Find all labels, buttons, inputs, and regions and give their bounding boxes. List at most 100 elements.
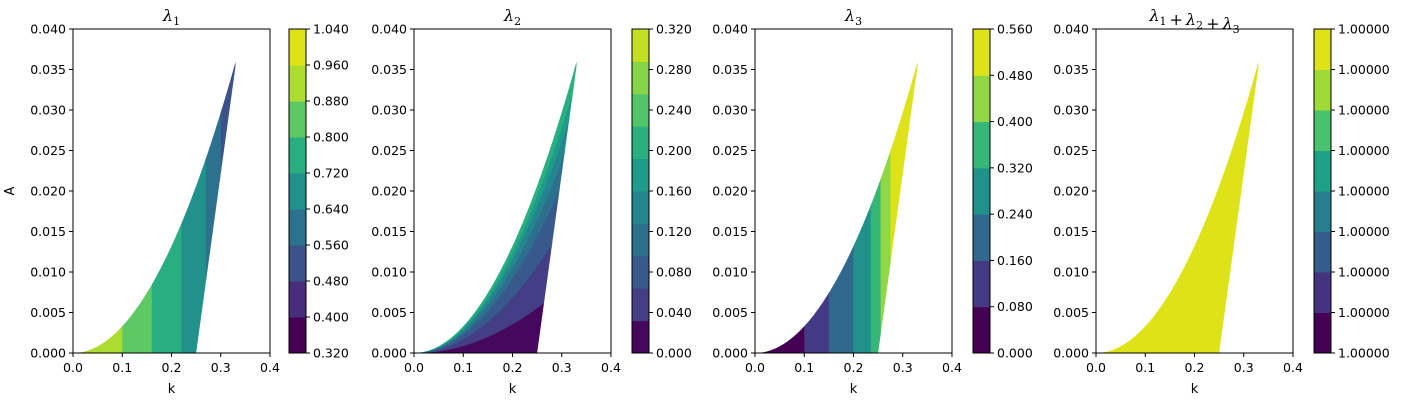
colorbar-segment <box>1314 191 1331 232</box>
panel-lambda1: 0.0 0.1 0.2 0.3 0.4 0.000 0.005 0.010 0.015 0.020… <box>3 6 349 397</box>
x-tick-label: 0.3 <box>893 360 913 375</box>
y-tick-label: 0.030 <box>371 103 407 118</box>
colorbar-tick-label: 1.00000 <box>1338 62 1390 77</box>
y-tick-label: 0.000 <box>712 346 748 361</box>
colorbar-tick-label: 0.960 <box>313 58 349 73</box>
colorbar-segment <box>632 126 649 160</box>
contour-band-5 <box>870 61 882 353</box>
colorbar-tick-label: 0.040 <box>656 305 692 320</box>
y-tick-label: 0.025 <box>712 143 748 158</box>
colorbar-segment <box>973 121 990 169</box>
colorbar-tick-label: 1.00000 <box>1338 346 1390 361</box>
contour-band-5 <box>205 61 222 353</box>
y-tick-label: 0.005 <box>30 305 66 320</box>
colorbar-tick-label: 1.00000 <box>1338 305 1390 320</box>
colorbar-tick-label: 0.320 <box>313 346 349 361</box>
colorbar-segment <box>973 306 990 354</box>
y-tick-label: 0.035 <box>712 62 748 77</box>
colorbar-tick-label: 0.320 <box>656 22 692 37</box>
y-tick-label: 0.010 <box>712 265 748 280</box>
x-tick-label: 0.0 <box>404 360 424 375</box>
colorbar-segment <box>1314 29 1331 70</box>
colorbar-frame <box>972 28 991 354</box>
contour-band-2 <box>804 61 830 353</box>
colorbar-tick-label: 0.400 <box>313 310 349 325</box>
panel-lambda2: 0.0 0.1 0.2 0.3 0.4 0.000 0.005 0.010 0.015 0.020… <box>371 6 692 397</box>
colorbar-tick-label: 0.720 <box>313 166 349 181</box>
colorbar-segment <box>289 29 306 66</box>
contour-band-1 <box>1096 61 1259 353</box>
colorbar-tick-label: 0.560 <box>997 22 1033 37</box>
colorbar-segment <box>632 61 649 95</box>
colorbar-tick-label: 0.560 <box>313 238 349 253</box>
chart-title: λ2 <box>503 6 521 28</box>
panel-lambda3: 0.0 0.1 0.2 0.3 0.4 0.000 0.005 0.010 0.015 0.020… <box>712 6 1033 397</box>
colorbar-segment <box>632 223 649 257</box>
colorbar-segment <box>1314 312 1331 354</box>
y-tick-label: 0.020 <box>30 184 66 199</box>
y-tick-label: 0.000 <box>30 346 66 361</box>
y-tick-label: 0.020 <box>371 184 407 199</box>
x-tick-label: 0.0 <box>63 360 83 375</box>
colorbar-tick-label: 0.320 <box>997 160 1033 175</box>
x-tick-label: 0.3 <box>552 360 572 375</box>
colorbar-segment <box>1314 150 1331 192</box>
contour-fill <box>414 61 577 353</box>
y-tick-label: 0.010 <box>1053 265 1089 280</box>
colorbar-tick-label: 0.480 <box>313 274 349 289</box>
x-tick-label: 0.1 <box>794 360 814 375</box>
y-tick-label: 0.015 <box>30 224 66 239</box>
colorbar-tick-label: 0.280 <box>656 62 692 77</box>
x-tick-label: 0.4 <box>260 360 280 375</box>
colorbar-tick-label: 0.160 <box>656 184 692 199</box>
colorbar-tick-label: 0.200 <box>656 143 692 158</box>
y-tick-label: 0.035 <box>1053 62 1089 77</box>
colorbar-tick-label: 0.240 <box>997 207 1033 222</box>
x-tick-label: 0.3 <box>1234 360 1254 375</box>
contour-band-3 <box>151 61 182 353</box>
colorbar-segment <box>1314 69 1331 111</box>
x-tick-label: 0.0 <box>745 360 765 375</box>
colorbar-tick-label: 0.080 <box>656 265 692 280</box>
chart-title: λ3 <box>844 6 862 28</box>
x-axis-label: k <box>509 382 517 397</box>
colorbar-segment <box>973 29 990 76</box>
contour-band-1 <box>755 61 805 353</box>
y-tick-label: 0.005 <box>371 305 407 320</box>
y-tick-label: 0.025 <box>1053 143 1089 158</box>
y-tick-label: 0.005 <box>1053 305 1089 320</box>
y-tick-label: 0.020 <box>712 184 748 199</box>
y-tick-label: 0.000 <box>371 346 407 361</box>
y-tick-label: 0.015 <box>1053 224 1089 239</box>
colorbar-segment <box>632 191 649 224</box>
y-tick-label: 0.035 <box>30 62 66 77</box>
colorbar-segment <box>289 173 306 210</box>
x-tick-label: 0.2 <box>503 360 523 375</box>
colorbar-segment <box>1314 272 1331 313</box>
colorbar-tick-label: 1.00000 <box>1338 103 1390 118</box>
x-tick-label: 0.2 <box>1185 360 1205 375</box>
x-tick-label: 0.1 <box>112 360 132 375</box>
colorbar-tick-label: 0.640 <box>313 202 349 217</box>
y-tick-label: 0.030 <box>1053 103 1089 118</box>
colorbar-segment <box>973 214 990 261</box>
colorbar-tick-label: 0.480 <box>997 68 1033 83</box>
y-tick-label: 0.000 <box>1053 346 1089 361</box>
y-tick-label: 0.025 <box>30 143 66 158</box>
x-tick-label: 0.4 <box>601 360 621 375</box>
contour-band-3 <box>828 61 855 353</box>
y-tick-label: 0.030 <box>712 103 748 118</box>
colorbar-tick-label: 0.880 <box>313 94 349 109</box>
colorbar-tick-label: 0.000 <box>656 346 692 361</box>
colorbar-segment <box>632 29 649 62</box>
contour-band-4 <box>853 61 872 353</box>
y-tick-label: 0.040 <box>712 22 748 37</box>
x-tick-label: 0.4 <box>942 360 962 375</box>
colorbar-segment <box>632 255 649 289</box>
colorbar-frame <box>288 28 307 354</box>
y-tick-label: 0.040 <box>30 22 66 37</box>
contour-fill <box>73 61 236 353</box>
colorbar-segment <box>973 260 990 308</box>
colorbar-segment <box>632 288 649 322</box>
